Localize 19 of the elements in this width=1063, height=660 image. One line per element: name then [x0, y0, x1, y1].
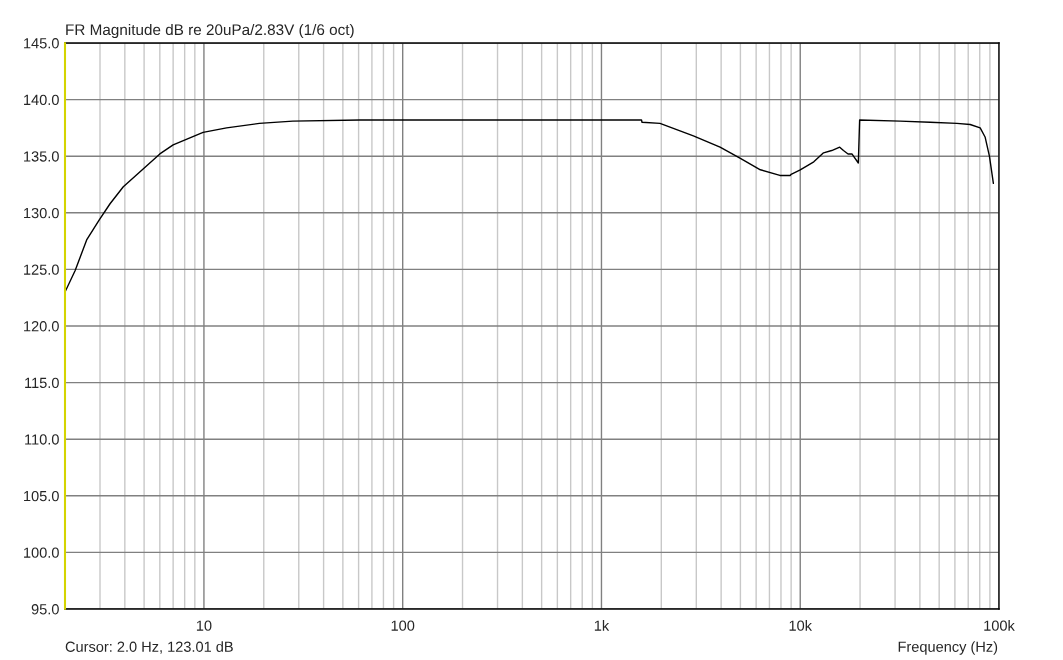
x-tick-label: 100k	[984, 620, 1015, 631]
x-tick-label: 1k	[594, 620, 610, 631]
y-tick-label: 140.0	[24, 94, 59, 106]
y-tick-label: 105.0	[24, 490, 59, 502]
x-tick-label: 100	[391, 620, 415, 631]
y-tick-label: 130.0	[24, 207, 59, 219]
x-axis-title: Frequency (Hz)	[898, 641, 998, 655]
y-tick-label: 135.0	[24, 151, 59, 162]
y-tick-label: 95.0	[31, 604, 59, 615]
x-tick-label: 10	[196, 620, 212, 631]
text: Cursor: 2.0 Hz, 123.01 dB	[65, 641, 233, 654]
chart-title: FR Magnitude dB re 20uPa/2.83V (1/6 oct)	[66, 23, 354, 39]
y-tick-label: 100.0	[24, 547, 59, 558]
y-tick-label: 125.0	[24, 264, 59, 275]
y-tick-label: 110.0	[25, 434, 59, 445]
y-tick-label: 115.0	[25, 377, 59, 389]
y-tick-label: 120.0	[24, 321, 59, 332]
y-tick-label: 145.0	[24, 38, 59, 49]
x-tick-label: 10k	[789, 620, 813, 631]
